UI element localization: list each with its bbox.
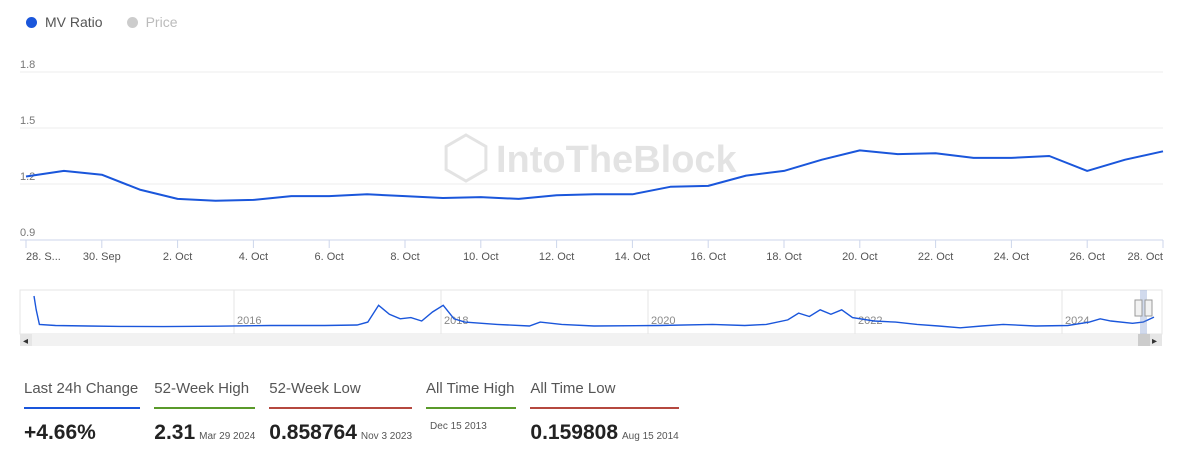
x-tick-label: 14. Oct <box>615 251 650 263</box>
stat-value: 0.858764 <box>269 421 357 444</box>
x-tick-label: 22. Oct <box>918 251 953 263</box>
legend-label: MV Ratio <box>45 14 103 30</box>
watermark-logo-icon <box>444 133 488 183</box>
chart-legend: MV Ratio Price <box>26 14 177 30</box>
legend-dot-icon <box>26 16 37 28</box>
x-tick-label: 28. S... <box>26 251 61 263</box>
x-tick-label: 4. Oct <box>239 251 268 263</box>
x-tick-label: 12. Oct <box>539 251 574 263</box>
navigator-selection <box>1140 290 1147 334</box>
stat-label: 52-Week Low <box>269 380 361 397</box>
stat-52-week-low[interactable]: 52-Week Low 0.858764 Nov 3 2023 <box>269 378 413 445</box>
stat-value: 2.31 <box>154 421 196 444</box>
stats-panel: Last 24h Change +4.66% 52-Week High 2.31… <box>24 378 679 445</box>
series-line-mv-ratio <box>25 149 1164 202</box>
legend-item-mv-ratio[interactable]: MV Ratio <box>26 14 103 30</box>
navigator-year-label: 2020 <box>651 315 675 327</box>
x-tick-label: 8. Oct <box>390 251 419 263</box>
legend-item-price[interactable]: Price <box>126 14 178 30</box>
x-tick-label: 24. Oct <box>994 251 1029 263</box>
stat-all-time-high[interactable]: All Time High Dec 15 2013 <box>426 378 517 445</box>
stat-date: Dec 15 2013 <box>430 421 487 432</box>
x-tick-label: 28. Oct <box>1128 251 1163 263</box>
x-tick-label: 18. Oct <box>766 251 801 263</box>
x-tick-label: 2. Oct <box>163 251 192 263</box>
scrollbar-left-button <box>20 334 32 346</box>
stat-underline <box>426 407 517 409</box>
y-tick-label: 1.5 <box>20 115 35 127</box>
navigator-frame <box>19 289 1163 335</box>
watermark: IntoTheBlock <box>444 133 738 183</box>
legend-dot-icon <box>126 16 138 28</box>
scrollbar-right-button <box>1150 334 1162 346</box>
x-tick-label: 16. Oct <box>690 251 725 263</box>
stat-value: 0.159808 <box>530 421 618 444</box>
x-tick-label: 6. Oct <box>315 251 344 263</box>
y-tick-label: 0.9 <box>20 227 35 239</box>
navigator-year-label: 2016 <box>237 315 261 327</box>
navigator-chart[interactable]: 2016 2018 2020 2022 2024◂ ▸ <box>0 286 1184 348</box>
navigator-handle-right-icon <box>1144 299 1153 317</box>
stat-52-week-high[interactable]: 52-Week High 2.31 Mar 29 2024 <box>154 378 256 445</box>
stat-underline <box>269 407 413 409</box>
stat-date: Mar 29 2024 <box>199 431 256 442</box>
y-tick-label: 1.8 <box>20 60 35 71</box>
x-tick-label: 30. Sep <box>83 251 121 263</box>
stat-label: Last 24h Change <box>24 380 139 397</box>
x-tick-label: 26. Oct <box>1069 251 1104 263</box>
navigator-handle-left-icon <box>1134 299 1143 317</box>
scroll-left-arrow-icon: ◂ <box>23 336 28 347</box>
stat-underline <box>24 407 141 409</box>
scroll-right-arrow-icon: ▸ <box>1152 336 1157 347</box>
legend-label: Price <box>145 14 178 30</box>
navigator-year-label: 2018 <box>444 315 468 327</box>
stat-label: All Time High <box>426 380 515 397</box>
stat-underline <box>154 407 256 409</box>
x-tick-label: 10. Oct <box>463 251 498 263</box>
watermark-text: IntoTheBlock <box>496 139 738 181</box>
navigator-year-label: 2024 <box>1065 315 1089 327</box>
stat-date: Nov 3 2023 <box>360 431 413 442</box>
stat-underline <box>530 407 679 409</box>
scrollbar-track <box>20 334 1162 346</box>
navigator-series-line <box>33 295 1155 329</box>
x-tick-label: 20. Oct <box>842 251 877 263</box>
stat-label: 52-Week High <box>154 380 250 397</box>
stat-all-time-low[interactable]: All Time Low 0.159808 Aug 15 2014 <box>530 378 679 445</box>
stat-label: All Time Low <box>530 380 616 397</box>
scrollbar-thumb <box>1138 334 1150 346</box>
stat-date: Aug 15 2014 <box>622 431 679 442</box>
stat-last-24h-change[interactable]: Last 24h Change +4.66% <box>24 378 141 445</box>
stat-value: +4.66% <box>24 421 96 444</box>
